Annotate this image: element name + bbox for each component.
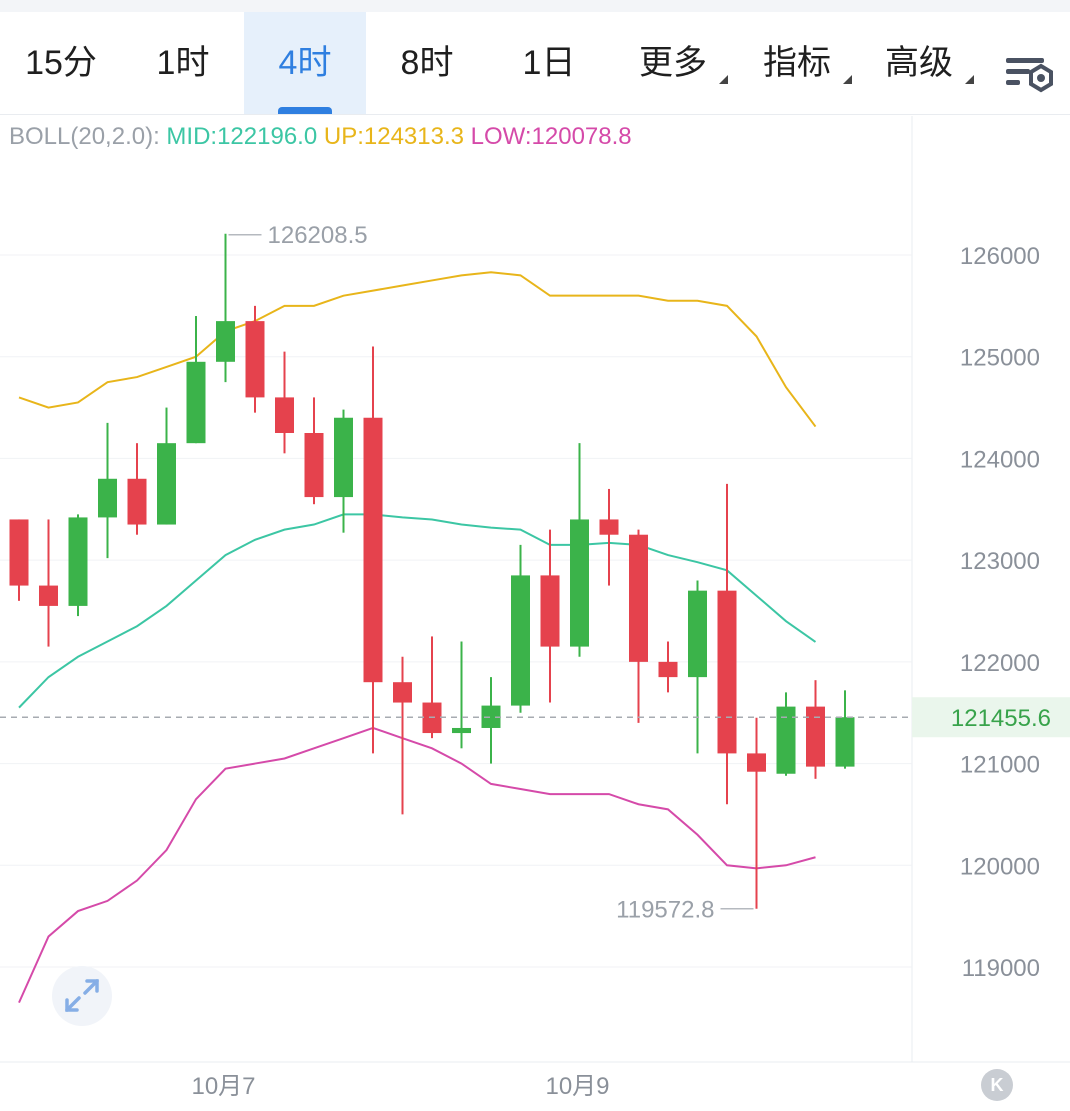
tab-label: 高级 bbox=[885, 44, 953, 82]
candle-down bbox=[393, 682, 412, 703]
current-price-tag bbox=[912, 697, 1070, 738]
tab-1h[interactable]: 1时 bbox=[122, 12, 244, 114]
candle-down bbox=[747, 753, 766, 772]
current-price-label: 121455.6 bbox=[951, 705, 1051, 732]
tab-label: 8时 bbox=[400, 44, 454, 82]
y-tick-label: 125000 bbox=[960, 345, 1040, 372]
y-tick-label: 126000 bbox=[960, 243, 1040, 270]
tab-label: 15分 bbox=[25, 44, 97, 82]
candle-up bbox=[481, 705, 501, 728]
scroll-to-latest-icon[interactable]: K bbox=[981, 1069, 1013, 1101]
candle-up bbox=[835, 717, 855, 767]
candle-up bbox=[216, 321, 235, 362]
candle-down bbox=[275, 397, 294, 433]
tab-label: 4时 bbox=[278, 44, 332, 82]
candle-down bbox=[39, 585, 58, 606]
boll-lower-line bbox=[18, 726, 816, 1004]
candle-up bbox=[511, 575, 530, 706]
candle-down bbox=[717, 590, 737, 754]
tab-8h[interactable]: 8时 bbox=[366, 12, 488, 114]
x-tick-label: 10月7 bbox=[191, 1073, 255, 1100]
boll-low-value: LOW:120078.8 bbox=[470, 123, 632, 150]
boll-upper-line bbox=[18, 271, 817, 428]
candle-up bbox=[186, 361, 206, 444]
y-tick-label: 123000 bbox=[960, 548, 1040, 575]
candle-down bbox=[599, 519, 619, 535]
candle-up bbox=[98, 478, 117, 518]
top-strip bbox=[0, 0, 1070, 12]
active-tab-indicator bbox=[278, 107, 332, 114]
dropdown-triangle-icon bbox=[843, 75, 852, 84]
scroll-label: K bbox=[990, 1075, 1004, 1095]
candle-down bbox=[9, 519, 29, 586]
y-tick-label: 122000 bbox=[960, 650, 1040, 677]
candle-down bbox=[245, 321, 265, 398]
tab-more[interactable]: 更多 bbox=[632, 12, 728, 114]
y-tick-label: 120000 bbox=[960, 853, 1040, 880]
dropdown-triangle-icon bbox=[965, 75, 974, 84]
tab-15m[interactable]: 15分 bbox=[0, 12, 122, 114]
y-tick-label: 124000 bbox=[960, 446, 1040, 473]
dropdown-triangle-icon bbox=[719, 75, 728, 84]
candle-down bbox=[127, 478, 147, 525]
timeframe-tabs: 15分 1时 4时 8时 1日 更多 指标 高级 bbox=[0, 12, 1070, 114]
tab-label: 1日 bbox=[522, 44, 576, 82]
candle-up bbox=[688, 590, 707, 678]
tab-label: 1时 bbox=[156, 44, 210, 82]
y-tick-label: 119000 bbox=[962, 955, 1040, 982]
tab-advanced[interactable]: 高级 bbox=[878, 12, 974, 114]
candle-up bbox=[570, 519, 589, 647]
high-price-label: 126208.5 bbox=[268, 222, 368, 249]
candle-down bbox=[540, 575, 560, 647]
boll-name: BOLL(20,2.0): bbox=[9, 123, 160, 150]
candle-down bbox=[363, 417, 383, 683]
chart-settings-icon[interactable] bbox=[1000, 36, 1060, 106]
y-tick-label: 121000 bbox=[960, 752, 1040, 779]
tab-label: 指标 bbox=[763, 44, 831, 82]
tab-1d[interactable]: 1日 bbox=[488, 12, 610, 114]
candle-down bbox=[629, 534, 648, 662]
candle-up bbox=[157, 443, 176, 525]
boll-mid-line bbox=[18, 513, 817, 709]
candle-down bbox=[658, 661, 678, 678]
candle-down bbox=[304, 433, 324, 498]
boll-legend: BOLL(20,2.0): MID:122196.0 UP:124313.3 L… bbox=[9, 120, 632, 154]
candle-up bbox=[452, 727, 471, 734]
tab-4h[interactable]: 4时 bbox=[244, 12, 366, 114]
candle-up bbox=[68, 517, 88, 606]
tab-label: 更多 bbox=[639, 44, 707, 82]
candle-down bbox=[806, 706, 825, 767]
boll-up-value: UP:124313.3 bbox=[323, 123, 464, 150]
tab-indicators[interactable]: 指标 bbox=[756, 12, 852, 114]
x-tick-label: 10月9 bbox=[545, 1073, 609, 1100]
candle-up bbox=[776, 706, 796, 774]
low-price-label: 119572.8 bbox=[616, 897, 714, 924]
boll-mid-value: MID:122196.0 bbox=[166, 123, 318, 150]
expand-arrows-icon[interactable] bbox=[52, 966, 112, 1026]
candle-up bbox=[334, 417, 353, 498]
